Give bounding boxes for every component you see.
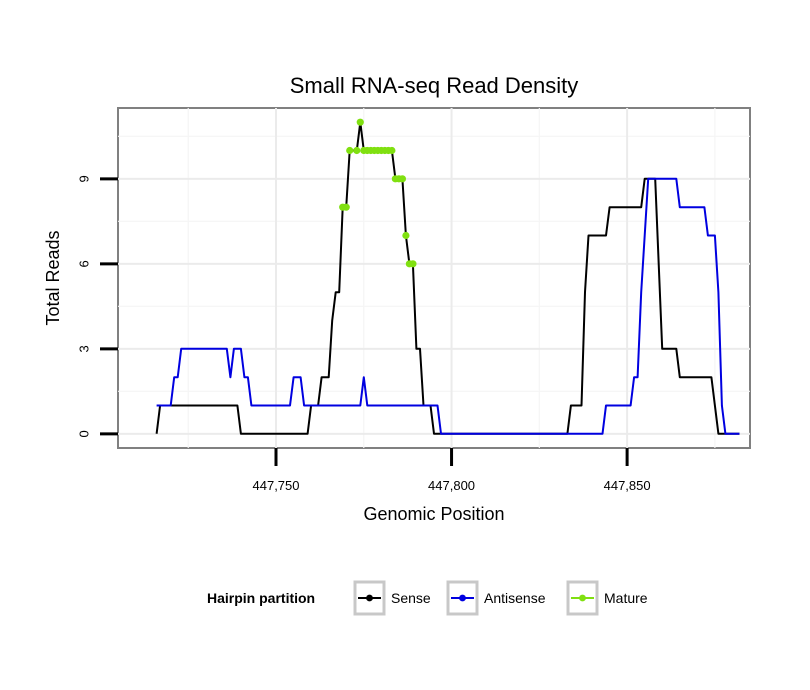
- mature-point: [388, 146, 396, 155]
- y-axis-label: Total Reads: [43, 230, 63, 325]
- mature-point: [356, 118, 364, 126]
- legend-key-dot: [459, 594, 466, 602]
- mature-point: [409, 260, 417, 268]
- legend-item-sense: Sense: [353, 580, 431, 616]
- legend-label-sense: Sense: [391, 590, 431, 606]
- legend-title: Hairpin partition: [207, 590, 315, 606]
- mature-point: [402, 231, 410, 240]
- y-tick-label: 6: [77, 260, 92, 267]
- grid-minor: [118, 108, 750, 448]
- legend-item-mature: Mature: [566, 580, 648, 616]
- axis-layer: 447,750 447,800 447,850 0 3 6 9: [77, 175, 651, 493]
- y-tick-label: 0: [77, 430, 92, 437]
- y-tick-label: 9: [77, 175, 92, 182]
- x-axis-label: Genomic Position: [363, 504, 504, 524]
- x-tick-label: 447,750: [253, 478, 300, 493]
- legend-label-mature: Mature: [604, 590, 648, 606]
- legend-label-antisense: Antisense: [484, 590, 546, 606]
- legend-key-dot: [366, 594, 373, 602]
- legend-key-dot: [579, 594, 586, 602]
- chart-title: Small RNA-seq Read Density: [290, 73, 579, 98]
- mature-point: [346, 146, 354, 155]
- mature-point: [342, 203, 350, 211]
- x-tick-label: 447,800: [428, 478, 475, 493]
- y-tick-label: 3: [77, 345, 92, 352]
- legend: Hairpin partition Sense Antisense Mature: [207, 580, 648, 616]
- mature-point: [398, 175, 406, 183]
- series-layer: [155, 118, 740, 435]
- series-line-antisense: [156, 177, 740, 435]
- legend-keys: Sense Antisense Mature: [353, 580, 648, 616]
- legend-item-antisense: Antisense: [446, 580, 546, 616]
- series-mature: [339, 118, 417, 268]
- plot-panel: [117, 107, 751, 449]
- mature-point: [353, 146, 361, 155]
- x-tick-label: 447,850: [604, 478, 651, 493]
